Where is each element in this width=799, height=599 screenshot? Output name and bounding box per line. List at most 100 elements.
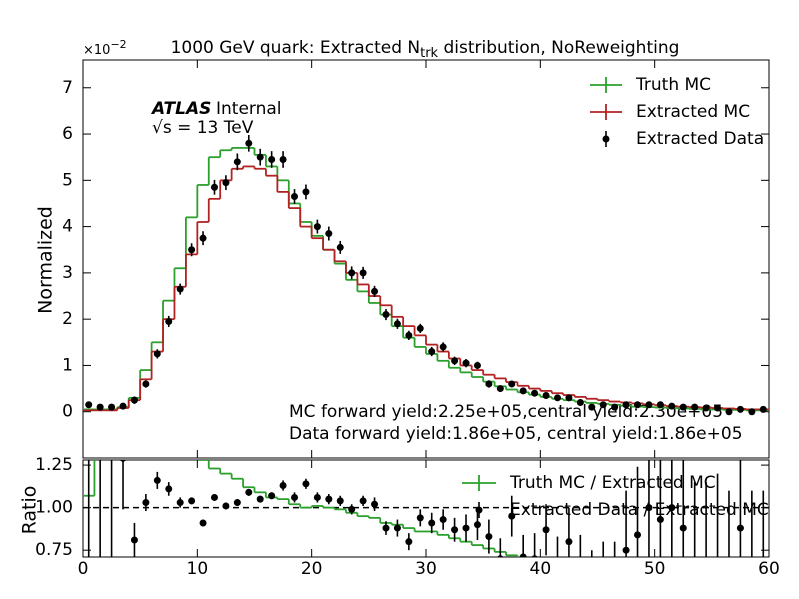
data-point <box>393 524 401 532</box>
data-point <box>233 158 241 166</box>
data-point <box>451 526 459 534</box>
y-tick-label: 2 <box>62 309 73 329</box>
y-tick-label: 7 <box>62 78 73 98</box>
data-point <box>165 317 173 325</box>
data-point <box>359 269 367 277</box>
data-point <box>382 524 390 532</box>
data-point <box>656 401 664 409</box>
legend-swatch <box>602 135 610 143</box>
data-point <box>508 512 516 520</box>
data-point <box>577 569 584 576</box>
legend-entry: Extracted Data <box>602 129 764 149</box>
data-point <box>531 389 539 397</box>
energy-label: √s = 13 TeV <box>152 118 254 138</box>
data-point <box>691 572 698 579</box>
data-point <box>245 139 253 147</box>
data-point <box>279 156 287 163</box>
data-point <box>268 492 276 500</box>
data-point <box>119 402 127 410</box>
y-tick-label: 1 <box>62 355 73 375</box>
data-point <box>622 546 630 554</box>
data-point <box>210 493 218 501</box>
data-point <box>496 385 504 393</box>
x-tick-label: 40 <box>530 559 552 579</box>
data-point <box>416 324 424 332</box>
data-point <box>679 524 687 532</box>
data-point <box>485 380 493 388</box>
data-point <box>622 401 630 409</box>
data-point <box>153 350 161 358</box>
data-point <box>176 499 184 507</box>
x-tick-label: 50 <box>644 559 666 579</box>
data-point <box>760 589 767 596</box>
data-point <box>702 404 710 412</box>
data-point <box>748 408 756 416</box>
data-point <box>405 538 413 546</box>
offset-label: ×10−2 <box>83 38 127 58</box>
data-point <box>554 564 561 571</box>
legend-label: Truth MC / Extracted MC <box>509 473 716 493</box>
data-point <box>371 500 379 508</box>
data-point <box>576 398 584 406</box>
data-point <box>725 408 733 416</box>
data-point <box>108 419 115 426</box>
data-point <box>405 331 413 339</box>
data-point <box>531 555 538 557</box>
data-point <box>313 223 321 231</box>
data-point <box>256 495 264 503</box>
data-point <box>473 361 481 369</box>
data-point <box>222 179 230 187</box>
data-point <box>302 480 310 488</box>
data-point <box>497 555 504 557</box>
data-point <box>313 493 321 501</box>
legend-label: Extracted Data <box>636 129 764 149</box>
data-point <box>645 504 653 512</box>
legend-label: Extracted MC <box>636 102 750 122</box>
data-point <box>348 269 356 277</box>
data-point <box>473 521 481 529</box>
data-point <box>519 387 527 395</box>
data-point <box>519 553 527 557</box>
legend-label: Extracted Data / Extracted MC <box>510 500 769 520</box>
y-tick-label: 0 <box>62 402 73 422</box>
data-point <box>325 495 333 503</box>
data-point <box>588 403 596 411</box>
legend-entry: Truth MC / Extracted MC <box>462 473 716 493</box>
data-point <box>371 287 379 295</box>
data-point <box>668 402 676 410</box>
x-tick-label: 20 <box>301 559 323 579</box>
data-point <box>96 403 104 411</box>
main-plot <box>83 134 769 416</box>
data-point <box>451 357 459 365</box>
data-point <box>542 526 550 534</box>
data-point <box>703 572 710 579</box>
data-point <box>119 460 127 462</box>
data-point <box>233 499 241 507</box>
data-point <box>634 401 642 409</box>
data-point <box>439 516 447 524</box>
data-point <box>199 234 207 242</box>
status-label: Internal <box>216 99 282 119</box>
data-point <box>382 311 390 319</box>
data-point <box>634 531 642 539</box>
data-point <box>222 502 230 510</box>
annotation: Data forward yield:1.86e+05, central yie… <box>289 424 743 444</box>
data-point <box>691 403 699 411</box>
data-point <box>142 380 150 388</box>
data-point <box>714 572 721 579</box>
data-point <box>130 536 138 544</box>
axes: 0 1 2 3 4 5 6 7 Truth MC Extracted MC Extracted Da… <box>35 60 780 579</box>
data-point <box>542 392 550 400</box>
y-axis-label: Ratio <box>19 486 41 535</box>
y-tick-label: 4 <box>62 217 73 237</box>
data-point <box>176 285 184 293</box>
data-point <box>325 230 333 238</box>
data-point <box>508 380 516 388</box>
data-point <box>336 243 344 251</box>
data-point <box>588 589 595 596</box>
x-tick-label: 30 <box>415 559 437 579</box>
y-tick-label: 6 <box>62 124 73 144</box>
x-tick-label: 0 <box>78 559 89 579</box>
data-point <box>210 183 218 191</box>
data-point <box>565 538 573 546</box>
